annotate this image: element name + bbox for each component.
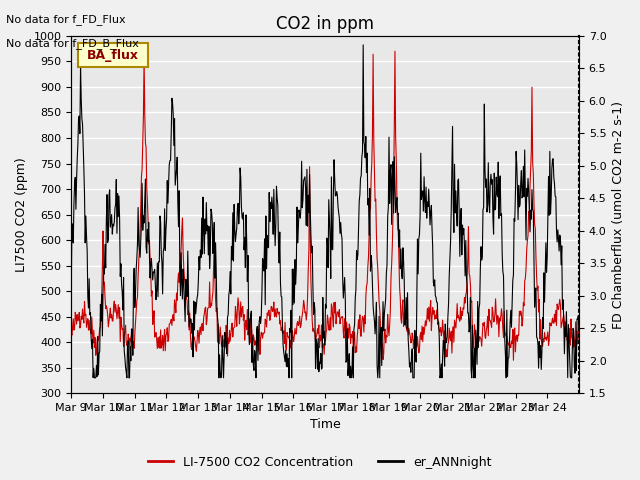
Title: CO2 in ppm: CO2 in ppm (276, 15, 374, 33)
Legend: LI-7500 CO2 Concentration, er_ANNnight: LI-7500 CO2 Concentration, er_ANNnight (143, 451, 497, 474)
Text: No data for f_FD_B_Flux: No data for f_FD_B_Flux (6, 38, 140, 49)
Text: No data for f_FD_Flux: No data for f_FD_Flux (6, 14, 126, 25)
Y-axis label: FD Chamberflux (umol CO2 m-2 s-1): FD Chamberflux (umol CO2 m-2 s-1) (612, 100, 625, 328)
X-axis label: Time: Time (310, 419, 340, 432)
Text: BA_flux: BA_flux (87, 48, 139, 61)
Y-axis label: LI7500 CO2 (ppm): LI7500 CO2 (ppm) (15, 157, 28, 272)
